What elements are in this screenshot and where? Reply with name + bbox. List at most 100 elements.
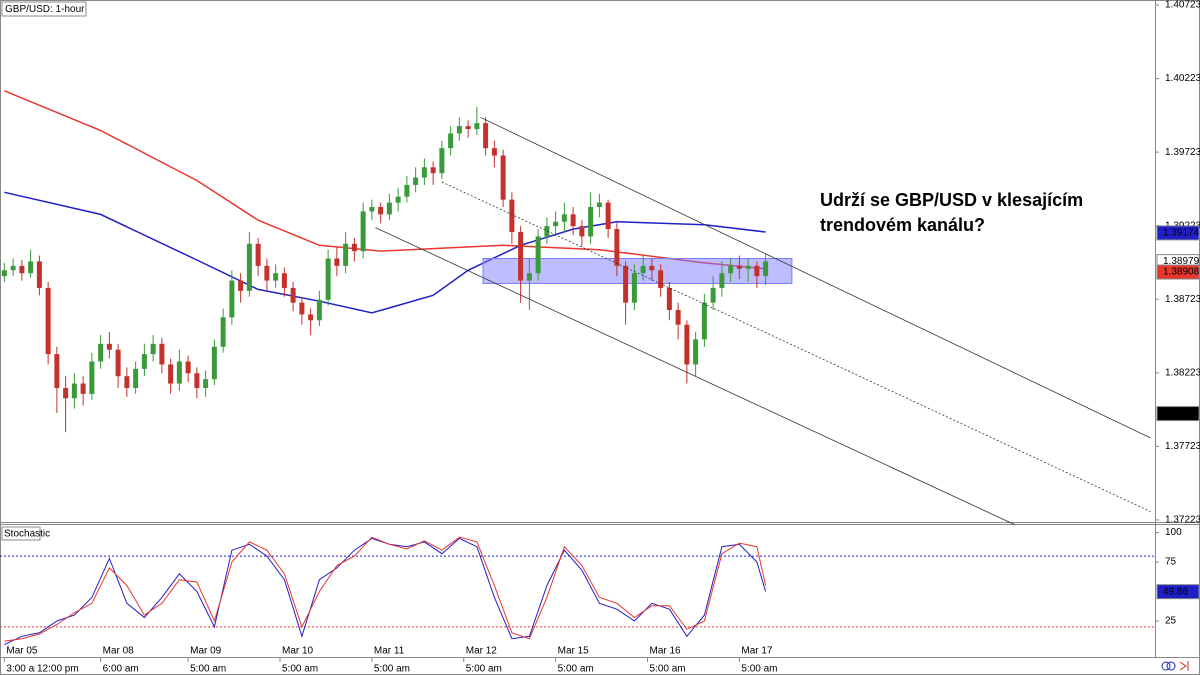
candle-body: [281, 273, 287, 288]
x-label-backing: [188, 663, 229, 674]
candle-body: [203, 379, 209, 388]
y-tick-label: 1.40723: [1165, 0, 1200, 11]
candle-body: [693, 339, 699, 365]
moving-average: [4, 90, 766, 270]
x-label-backing: [371, 663, 412, 674]
candle-body: [246, 243, 252, 291]
x-tick-label: 12:00 pm: [37, 664, 79, 675]
candle-body: [395, 196, 401, 203]
candle-body: [430, 167, 436, 174]
candle-body: [185, 361, 191, 374]
candle-body: [63, 387, 69, 399]
candle-body: [588, 207, 594, 237]
candle-body: [316, 299, 322, 321]
annotation: trendovém kanálu?: [820, 215, 985, 235]
candle-body: [150, 343, 156, 355]
price-tag: [1156, 264, 1200, 280]
candle-body: [220, 317, 226, 347]
candle-body: [596, 202, 602, 208]
scroll-icon[interactable]: [1179, 661, 1189, 671]
x-date-label: Mar 09: [190, 646, 222, 657]
candle-body: [106, 343, 112, 350]
price-tag-label: 1.39174: [1163, 228, 1200, 239]
candle-body: [378, 207, 384, 215]
candle-body: [710, 287, 716, 303]
y-tick-label: 100: [1165, 527, 1182, 538]
candle-body: [439, 148, 445, 174]
price-tag-label: 1.37946: [1163, 408, 1200, 419]
y-tick-label: 1.38223: [1165, 367, 1200, 378]
stochastic-pane: [0, 536, 1155, 646]
x-tick-label: 5:00 am: [650, 664, 686, 675]
x-label-backing: [463, 663, 504, 674]
candle-body: [605, 202, 611, 230]
candle-body: [290, 287, 296, 303]
x-tick-label: 6:00 am: [103, 664, 139, 675]
x-tick-label: 5:00 am: [190, 664, 226, 675]
y-tick-label: 25: [1165, 616, 1177, 627]
candle-body: [684, 324, 690, 365]
link-icon[interactable]: [1166, 661, 1176, 671]
candle-body: [343, 243, 349, 266]
candle-body: [736, 265, 742, 269]
x-date-label: Mar 10: [282, 646, 314, 657]
candle-body: [238, 280, 244, 291]
candle-body: [640, 265, 646, 274]
candle-body: [509, 199, 515, 233]
candle-body: [728, 265, 734, 274]
x-label-backing: [647, 663, 688, 674]
price-tag-label: 1.38908: [1163, 267, 1200, 278]
candle-body: [211, 346, 217, 380]
candle-body: [631, 273, 637, 303]
candle-body: [360, 211, 366, 252]
candle-body: [176, 361, 182, 384]
candle-body: [658, 270, 664, 288]
candle-body: [159, 343, 165, 365]
trend-line: [480, 116, 1151, 439]
candle-body: [36, 261, 42, 288]
candle-body: [763, 261, 769, 277]
y-tick-label: 1.39723: [1165, 147, 1200, 158]
candle-body: [491, 148, 497, 156]
price-tag: [1156, 225, 1200, 241]
candle-body: [553, 221, 559, 227]
candle-body: [54, 354, 60, 388]
x-date-label: Mar 08: [103, 646, 135, 657]
candle-body: [745, 265, 751, 269]
candle-body: [229, 280, 235, 318]
candle-body: [168, 364, 174, 384]
candle-body: [28, 261, 34, 274]
y-tick-label: 1.38723: [1165, 294, 1200, 305]
y-tick-label: 75: [1165, 557, 1177, 568]
candle-body: [421, 167, 427, 178]
x-label-backing: [739, 663, 780, 674]
corner-icons[interactable]: [1161, 661, 1189, 671]
candle-body: [334, 258, 340, 266]
candle-body: [483, 123, 489, 149]
link-icon[interactable]: [1161, 661, 1171, 671]
candle-body: [133, 368, 139, 388]
candle-body: [719, 273, 725, 288]
trend-line: [375, 227, 1016, 526]
x-tick-label: 5:00 am: [466, 664, 502, 675]
x-date-label: Mar 17: [741, 646, 773, 657]
price-tag: [1156, 584, 1200, 600]
candle-body: [404, 184, 410, 197]
x-date-label: Mar 11: [374, 646, 405, 657]
candle-body: [386, 202, 392, 215]
x-label-backing: [100, 663, 141, 674]
axes: 1.372231.377231.382231.387231.392231.397…: [3, 0, 1200, 675]
candle-body: [308, 314, 314, 321]
candle-body: [194, 373, 200, 388]
candle-body: [518, 232, 524, 281]
candle-body: [115, 349, 121, 377]
candle-body: [754, 265, 760, 277]
y-tick-label: 1.37723: [1165, 441, 1200, 452]
price-tag-label: 1.38979: [1163, 256, 1200, 267]
support-zone: [482, 257, 793, 285]
y-tick-label: 1.40223: [1165, 73, 1200, 84]
candle-body: [413, 177, 419, 185]
annotation: Udrží se GBP/USD v klesajícím: [820, 190, 1083, 210]
candle-body: [701, 302, 707, 340]
